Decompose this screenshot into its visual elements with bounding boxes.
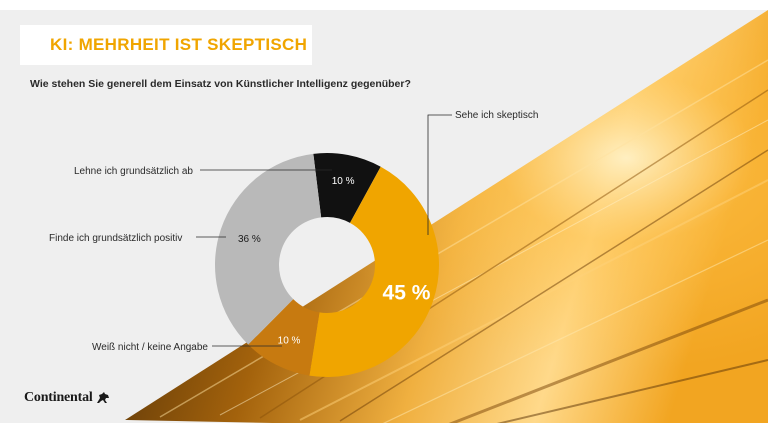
leader-skeptisch [427, 114, 452, 235]
continental-logo: Continental [24, 390, 110, 406]
title-box: KI: MEHRHEIT IST SKEPTISCH [20, 25, 312, 65]
slice-positiv [215, 153, 322, 345]
value-label-lehne-ab: 10 % [332, 176, 355, 187]
value-label-positiv: 36 % [238, 234, 261, 245]
label-lehne-ab: Lehne ich grundsätzlich ab [74, 166, 193, 177]
survey-question: Wie stehen Sie generell dem Einsatz von … [30, 78, 411, 90]
slice-skeptisch [309, 166, 440, 377]
label-weiss-nicht: Weiß nicht / keine Angabe [92, 342, 208, 353]
horse-icon [96, 392, 109, 403]
label-skeptisch: Sehe ich skeptisch [455, 110, 539, 121]
slice-weiss-nicht [248, 299, 320, 376]
streak-lines [159, 59, 768, 430]
value-label-skeptisch: 45 % [383, 281, 431, 304]
slice-lehne-ab [313, 153, 381, 223]
page-title: KI: MEHRHEIT IST SKEPTISCH [50, 35, 308, 54]
value-label-weiss-nicht: 10 % [278, 335, 301, 346]
logo-wordmark: Continental [24, 390, 93, 405]
label-positiv: Finde ich grundsätzlich positiv [49, 233, 183, 244]
